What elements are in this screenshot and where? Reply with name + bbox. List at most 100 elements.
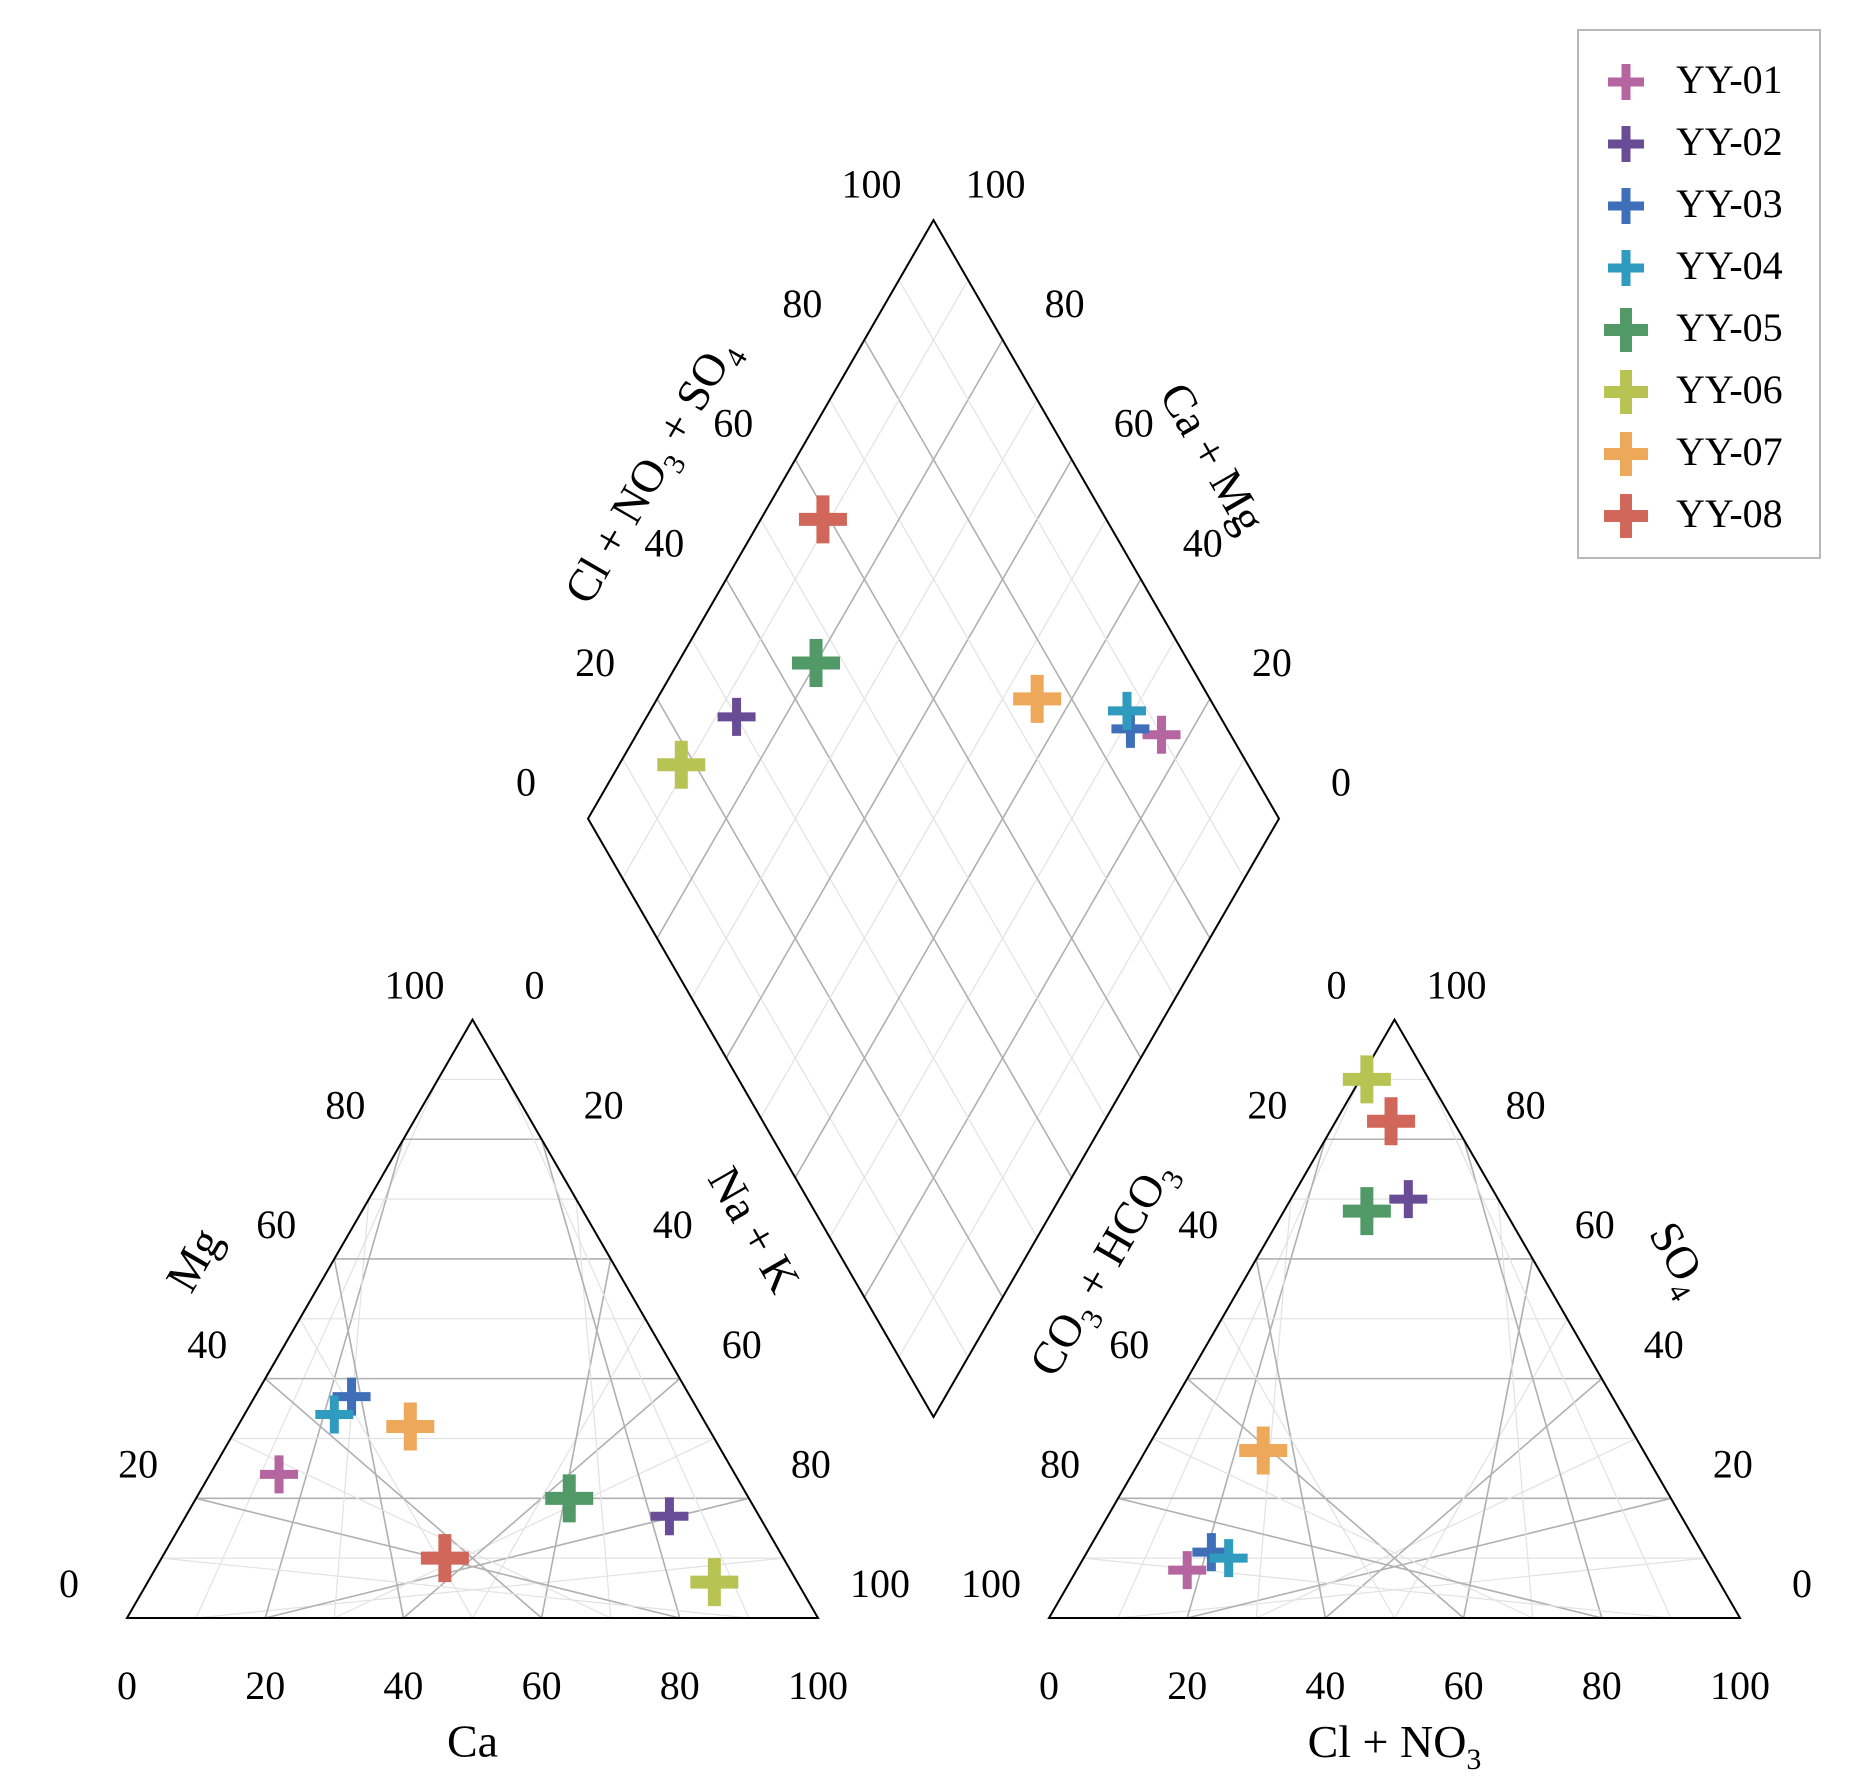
cation-triangle-frame [125, 1017, 820, 1619]
tick-labels: 0 0 0 20 20 20 40 40 40 60 60 60 80 80 80 100 100 100 0 100… [59, 161, 1812, 1708]
anion-grid-line [1152, 1437, 1533, 1619]
point-diamond-YY-08 [798, 495, 847, 544]
anion-left-axis-label: CO3 + HCO3 [1019, 1151, 1192, 1389]
legend-marker-YY-05 [1604, 308, 1648, 352]
anion-bottom-tick: 60 [1444, 1663, 1484, 1708]
cation-grid-line [161, 1557, 749, 1619]
point-cation-YY-06 [690, 1558, 739, 1607]
data-points [260, 495, 1428, 1607]
diamond-grid-line [898, 279, 1245, 879]
point-diamond-YY-06 [657, 740, 706, 789]
point-anion-YY-08 [1367, 1097, 1416, 1146]
cation-left-tick: 80 [325, 1082, 365, 1127]
point-anion-YY-04 [1209, 1539, 1248, 1578]
legend-marker-YY-06 [1604, 370, 1648, 414]
anion-grid-line [1428, 1079, 1672, 1619]
point-cation-YY-05 [545, 1474, 594, 1523]
diamond-grid-line [794, 459, 1142, 1059]
anion-right-tick: 80 [1506, 1082, 1546, 1127]
legend-marker-YY-07 [1604, 432, 1648, 476]
point-anion-YY-05 [1342, 1187, 1391, 1236]
anion-grid-line [1186, 1378, 1465, 1619]
diamond-grid-line [863, 339, 1211, 939]
legend-marker-YY-01 [1608, 64, 1644, 100]
anion-left-tick: 20 [1247, 1082, 1287, 1127]
cation-bottom-tick: 0 [117, 1663, 137, 1708]
cation-right-tick: 20 [584, 1082, 624, 1127]
legend-label-YY-02: YY-02 [1676, 119, 1783, 164]
anion-grid-line [1462, 1258, 1534, 1619]
cation-left-tick: 20 [118, 1441, 158, 1486]
legend-marker-YY-02 [1608, 126, 1644, 162]
cation-bottom-tick: 100 [788, 1663, 848, 1708]
legend-label-YY-03: YY-03 [1676, 181, 1783, 226]
diamond-grid-line [829, 399, 1176, 999]
point-cation-YY-08 [420, 1534, 469, 1583]
diamond-left-tick: 40 [644, 520, 684, 565]
diamond-right-tick: 40 [1183, 520, 1223, 565]
point-cation-YY-07 [386, 1402, 435, 1451]
anion-right-tick: 0 [1792, 1561, 1812, 1606]
anion-right-tick: 60 [1575, 1202, 1615, 1247]
cation-bottom-tick: 40 [383, 1663, 423, 1708]
point-anion-YY-02 [1389, 1180, 1428, 1219]
diamond-right-tick: 20 [1252, 640, 1292, 685]
cation-grid-line [471, 1318, 646, 1619]
cation-grid-line [264, 1378, 543, 1619]
legend-marker-YY-04 [1608, 250, 1644, 286]
diamond-right-axis-label: Ca + Mg [1150, 374, 1276, 541]
point-cation-YY-02 [650, 1497, 689, 1536]
legend-label-YY-06: YY-06 [1676, 367, 1783, 412]
diamond-left-tick: 20 [575, 640, 615, 685]
anion-bottom-axis-label: Cl + NO3 [1308, 1716, 1482, 1777]
cation-bottom-axis-label: Ca [447, 1716, 498, 1767]
cation-left-tick: 0 [59, 1561, 79, 1606]
anion-right-tick: 40 [1644, 1322, 1684, 1367]
legend-label-YY-01: YY-01 [1676, 57, 1783, 102]
anion-right-tick: 100 [1427, 963, 1487, 1008]
legend-marker-YY-08 [1604, 494, 1648, 538]
diamond-right-tick: 100 [966, 161, 1026, 206]
cation-bottom-tick: 60 [522, 1663, 562, 1708]
anion-left-tick: 100 [961, 1561, 1021, 1606]
point-anion-YY-06 [1342, 1055, 1391, 1104]
diamond-right-tick: 60 [1114, 401, 1154, 446]
cation-grid-line [230, 1437, 611, 1619]
cation-grid-line [575, 1199, 612, 1619]
anion-left-tick: 80 [1040, 1441, 1080, 1486]
diamond-grid-line [725, 459, 1073, 1059]
cation-right-tick: 80 [791, 1441, 831, 1486]
point-anion-YY-01 [1168, 1551, 1207, 1590]
diamond-left-tick: 60 [713, 401, 753, 446]
anion-bottom-tick: 0 [1039, 1663, 1059, 1708]
point-diamond-YY-01 [1142, 715, 1181, 754]
cation-left-tick: 40 [187, 1322, 227, 1367]
point-diamond-YY-07 [1013, 674, 1062, 723]
anion-right-axis-label: SO4 [1631, 1213, 1721, 1307]
cation-bottom-tick: 20 [245, 1663, 285, 1708]
anion-grid-line [1462, 1139, 1603, 1619]
point-cation-YY-01 [260, 1455, 299, 1494]
legend-box [1577, 29, 1821, 559]
point-cation-YY-04 [315, 1395, 354, 1434]
cation-left-tick: 100 [385, 963, 445, 1008]
legend-label-YY-08: YY-08 [1676, 491, 1783, 536]
cation-bottom-tick: 80 [660, 1663, 700, 1708]
cation-right-axis-label: Na + K [698, 1158, 810, 1301]
cation-grid-line [506, 1079, 750, 1619]
point-diamond-YY-02 [717, 697, 756, 736]
point-cation-YY-03 [332, 1377, 371, 1416]
legend-label-YY-07: YY-07 [1676, 429, 1783, 474]
anion-left-tick: 0 [1327, 963, 1347, 1008]
point-anion-YY-03 [1192, 1533, 1231, 1572]
anion-left-tick: 60 [1109, 1322, 1149, 1367]
legend-marker-YY-03 [1608, 188, 1644, 224]
anion-left-tick: 40 [1178, 1202, 1218, 1247]
anion-grid-line [1497, 1199, 1534, 1619]
diamond-grid-line [760, 519, 1107, 1119]
point-diamond-YY-05 [792, 638, 841, 687]
cation-grid-line [540, 1139, 681, 1619]
diamond-frame [586, 218, 1281, 1420]
anion-grid-line [1117, 1497, 1602, 1619]
